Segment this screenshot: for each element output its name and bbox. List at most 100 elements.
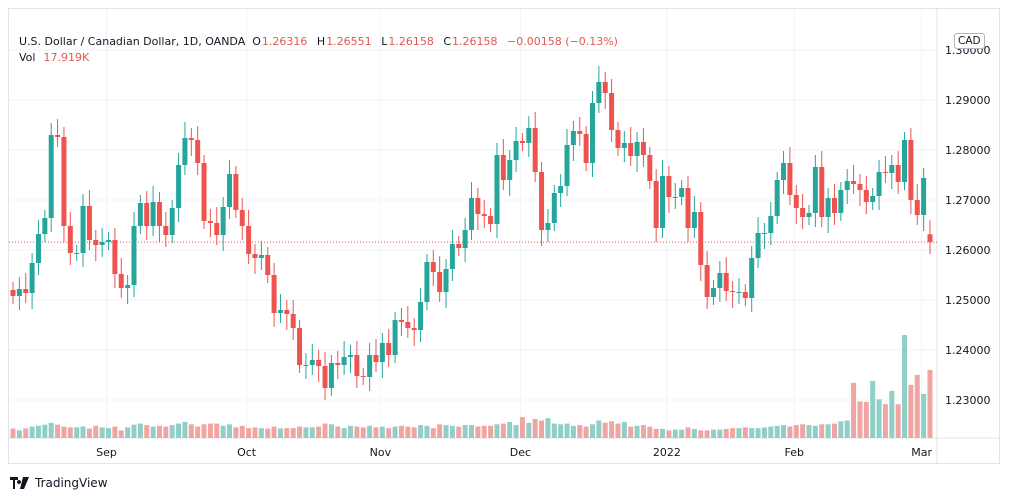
- volume-bar: [640, 425, 646, 438]
- time-tick-label: Sep: [96, 446, 117, 459]
- candle-body: [698, 212, 704, 265]
- candle: [239, 198, 245, 240]
- candle-body: [297, 328, 303, 365]
- candle: [430, 250, 436, 286]
- candle-body: [207, 221, 213, 223]
- candle: [691, 196, 697, 238]
- candle: [201, 155, 207, 229]
- candle-body: [844, 181, 850, 190]
- candle: [462, 218, 468, 262]
- volume-bar: [360, 427, 366, 438]
- candle-body: [685, 188, 691, 228]
- volume-bar: [55, 424, 61, 438]
- candle-body: [322, 366, 328, 388]
- volume-bar: [398, 425, 404, 438]
- volume-bar: [812, 425, 818, 438]
- candle: [488, 208, 494, 232]
- volume-bar: [29, 426, 35, 438]
- candle: [723, 257, 729, 301]
- volume-bar: [851, 382, 857, 438]
- volume-bar: [290, 428, 296, 438]
- volume-bar: [137, 423, 143, 438]
- candle-body: [532, 128, 538, 172]
- volume-bar: [93, 425, 99, 438]
- candle-body: [354, 355, 360, 376]
- volume-bar: [513, 425, 519, 438]
- volume-bar: [316, 426, 322, 438]
- candle-body: [870, 196, 876, 202]
- volume-bar: [220, 425, 226, 438]
- volume-bar: [902, 335, 908, 438]
- volume-bar: [182, 422, 188, 438]
- candle: [679, 180, 685, 205]
- symbol-title[interactable]: U.S. Dollar / Canadian Dollar, 1D, OANDA: [19, 35, 246, 48]
- candle-body: [481, 214, 487, 216]
- currency-badge[interactable]: CAD: [954, 33, 985, 49]
- candle: [195, 126, 201, 175]
- candle-body: [806, 213, 812, 217]
- candle-body: [201, 163, 207, 221]
- candle-body: [303, 365, 309, 366]
- candle-body: [456, 244, 462, 248]
- candle-body: [653, 181, 659, 228]
- tradingview-logo[interactable]: TradingView: [10, 476, 108, 490]
- low-label: L: [381, 35, 388, 48]
- candle: [220, 197, 226, 251]
- volume-bar: [838, 421, 844, 438]
- volume-bar: [589, 424, 595, 438]
- volume-bar: [35, 425, 41, 438]
- time-tick-label: Oct: [237, 446, 257, 459]
- volume-label[interactable]: Vol: [19, 51, 36, 64]
- candle: [545, 209, 551, 242]
- volume-bar: [609, 421, 615, 438]
- volume-bar: [144, 425, 150, 438]
- candle: [558, 174, 564, 207]
- candle-body: [781, 163, 787, 180]
- candle-body: [564, 145, 570, 186]
- candle-body: [341, 357, 347, 365]
- volume-bar: [564, 423, 570, 438]
- candle-body: [42, 218, 48, 234]
- volume-bar: [252, 427, 258, 438]
- candle: [927, 220, 933, 255]
- candle: [35, 220, 41, 275]
- candle-body: [660, 176, 666, 228]
- candle-body: [507, 160, 513, 180]
- candle: [335, 351, 341, 379]
- volume-bar: [800, 424, 806, 438]
- candle: [609, 79, 615, 142]
- candle-body: [710, 288, 716, 297]
- candle-body: [761, 233, 767, 234]
- candle: [303, 353, 309, 379]
- volume-bar: [424, 425, 430, 438]
- candle-body: [125, 285, 131, 288]
- candle-body: [469, 198, 474, 230]
- candle: [844, 169, 850, 204]
- volume-bar: [437, 424, 443, 438]
- candle-body: [163, 226, 169, 235]
- candle: [615, 122, 621, 156]
- candle-body: [831, 198, 837, 213]
- candle-body: [717, 273, 723, 288]
- volume-bar: [449, 425, 455, 438]
- volume-bar: [908, 384, 914, 438]
- volume-bar: [195, 426, 201, 438]
- candle: [672, 183, 678, 209]
- candle: [621, 131, 627, 162]
- candle-body: [80, 206, 86, 253]
- candle: [271, 263, 277, 327]
- candle-body: [86, 206, 92, 240]
- candle: [500, 139, 506, 190]
- candle: [902, 132, 908, 190]
- candle: [86, 190, 92, 250]
- volume-bar: [914, 374, 920, 438]
- candle-body: [277, 310, 283, 313]
- volume-bar: [583, 426, 589, 438]
- candle: [653, 169, 659, 242]
- candle-body: [284, 310, 290, 314]
- candle: [156, 192, 162, 242]
- volume-bar: [698, 430, 704, 438]
- volume-bar: [793, 425, 799, 438]
- volume-bar: [653, 428, 659, 438]
